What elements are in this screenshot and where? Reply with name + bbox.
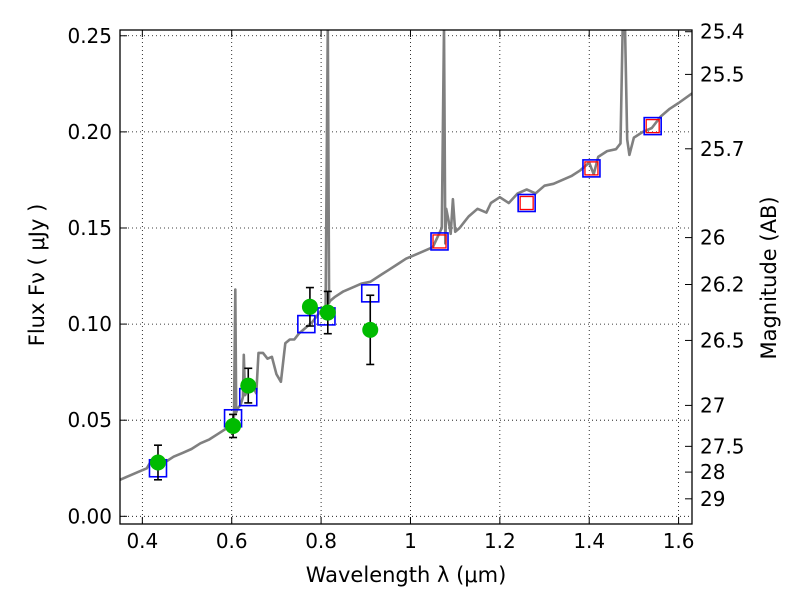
y2-tick-label: 29 xyxy=(700,487,725,511)
model-square-marker xyxy=(582,159,601,178)
observed-point xyxy=(301,298,318,315)
y2-tick-label: 27.5 xyxy=(700,434,745,458)
model-square-marker xyxy=(430,232,449,251)
y2-tick-label: 25.4 xyxy=(700,20,745,44)
y-tick-label: 0.05 xyxy=(67,408,112,432)
x-tick-label: 1.4 xyxy=(573,529,605,553)
observed-point xyxy=(225,417,242,434)
y2-axis-label: Magnitude (AB) xyxy=(757,196,781,359)
x-tick-label: 1.2 xyxy=(484,529,516,553)
ir-square-marker xyxy=(584,161,599,176)
y2-tick-label: 25.5 xyxy=(700,62,745,86)
model-sed-layer xyxy=(120,30,692,481)
ir-square-marker xyxy=(645,118,660,134)
y-tick-label: 0.00 xyxy=(67,504,112,528)
ir-square-marker xyxy=(432,234,447,249)
markers-layer xyxy=(148,116,662,481)
y2-tick-label: 25.7 xyxy=(700,137,745,161)
y-tick-label: 0.15 xyxy=(67,216,112,240)
y-tick-label: 0.25 xyxy=(67,24,112,48)
x-tick-label: 0.4 xyxy=(126,529,158,553)
observed-point xyxy=(240,377,257,394)
x-tick-label: 0.8 xyxy=(305,529,337,553)
grid xyxy=(120,30,692,524)
y2-tick-label: 26.2 xyxy=(700,272,745,296)
ticks-layer: 0.4 0.6 0.8 1 1.2 1.4 1.6 0.00 0.05 0.10 0.15 0.20 0… xyxy=(67,20,744,553)
observed-point xyxy=(149,454,166,471)
x-tick-label: 1 xyxy=(404,529,417,553)
y-tick-label: 0.10 xyxy=(67,312,112,336)
y2-tick-label: 27 xyxy=(700,393,725,417)
y-axis-label: Flux Fν ( μJy ) xyxy=(25,204,49,347)
plot-frame xyxy=(119,29,693,525)
observed-point xyxy=(362,321,379,338)
model-square-marker xyxy=(297,314,316,334)
ir-square-marker xyxy=(519,195,534,211)
x-tick-label: 0.6 xyxy=(216,529,248,553)
model-square-marker xyxy=(517,193,536,213)
y2-tick-label: 26.5 xyxy=(700,328,745,352)
observed-point xyxy=(319,304,336,321)
y2-tick-label: 28 xyxy=(700,460,725,484)
sed-line xyxy=(120,30,692,481)
model-square-marker xyxy=(643,116,662,136)
x-axis-label: Wavelength λ (μm) xyxy=(306,563,507,587)
x-tick-label: 1.6 xyxy=(663,529,695,553)
y-tick-label: 0.20 xyxy=(67,120,112,144)
y2-tick-label: 26 xyxy=(700,226,725,250)
